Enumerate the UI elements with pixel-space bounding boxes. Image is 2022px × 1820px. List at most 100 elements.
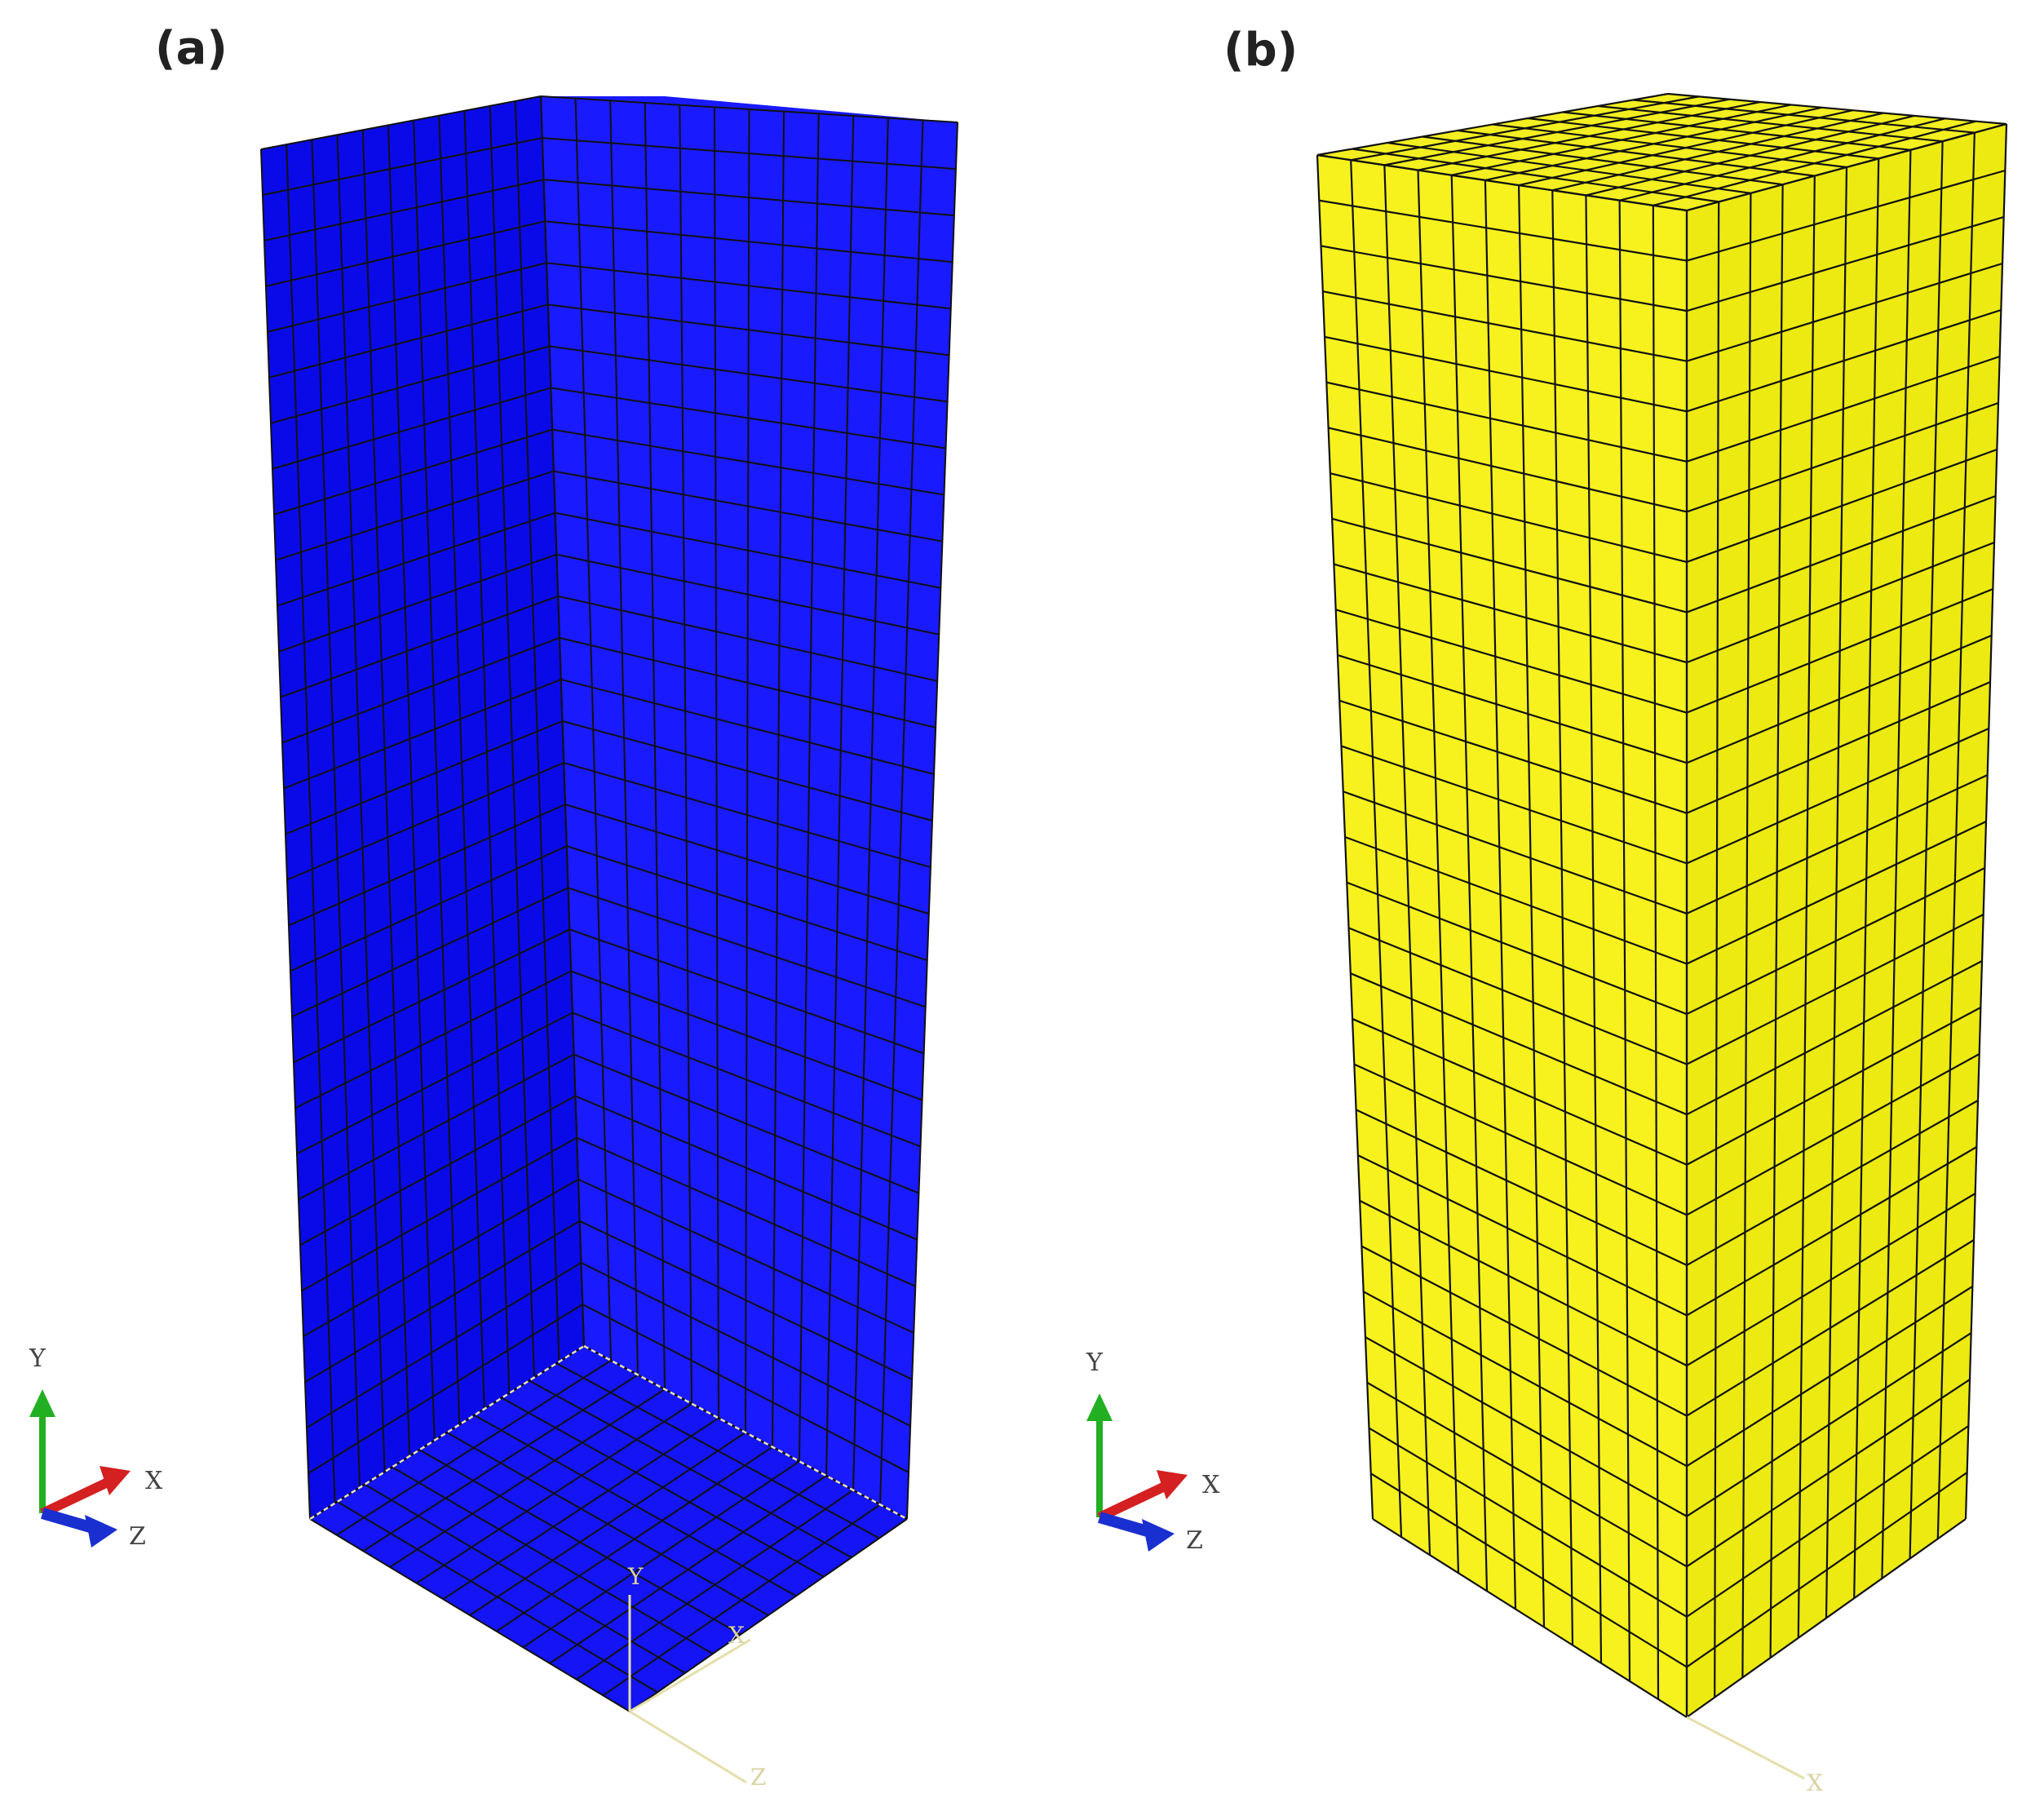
mesh-grid-line xyxy=(1322,290,1688,362)
mesh-grid-line xyxy=(543,179,954,217)
mesh-grid-line xyxy=(290,845,568,972)
triad-a-z-shaft xyxy=(41,1508,95,1534)
mesh-grid-line xyxy=(566,845,928,962)
mesh-grid-line xyxy=(557,595,938,682)
mesh-grid-line xyxy=(572,1012,921,1148)
mesh-grid-line xyxy=(1686,1193,1976,1366)
mesh-grid-line xyxy=(418,1449,741,1636)
triad-b-x-shaft xyxy=(1097,1481,1167,1522)
mesh-grid-line xyxy=(1384,98,1730,166)
mesh-grid-line xyxy=(283,679,562,790)
triad-a-x-shaft xyxy=(40,1477,110,1518)
mesh-grid-line xyxy=(582,1304,909,1473)
mesh-grid-line xyxy=(1686,867,1985,1016)
mesh-grid-line xyxy=(1353,1063,1688,1216)
mesh-grid-line xyxy=(273,428,553,516)
mesh-grid-line xyxy=(570,970,923,1101)
mesh-grid-line xyxy=(562,720,933,821)
triad-a-y-arrow-icon xyxy=(29,1389,55,1417)
mesh-grid-line xyxy=(573,1053,919,1194)
mesh-grid-line xyxy=(549,345,948,403)
mesh-grid-line xyxy=(306,1262,582,1428)
mesh-grid-line xyxy=(1686,448,1998,564)
mesh-grid-line xyxy=(560,678,935,775)
mesh-grid-line xyxy=(1365,1336,1688,1517)
mesh-grid-line xyxy=(1418,101,1761,171)
mesh-grid-line xyxy=(1334,563,1688,664)
mesh-grid-line xyxy=(1330,472,1688,564)
mesh-grid-line xyxy=(501,1397,825,1578)
panel-b-axis-triad: Y X Z xyxy=(1086,1348,1220,1555)
mesh-grid-line xyxy=(291,887,569,1018)
mesh-grid-line xyxy=(1319,199,1688,262)
mesh-grid-line xyxy=(293,928,570,1064)
mesh-grid-line xyxy=(1686,1332,1972,1517)
panel-b-mesh xyxy=(1316,92,2008,1718)
triad-b-y-arrow-icon xyxy=(1086,1393,1113,1421)
mesh-grid-line xyxy=(294,970,572,1109)
mesh-grid-line xyxy=(277,511,555,607)
mesh-grid-line xyxy=(1341,745,1688,865)
mesh-grid-line xyxy=(1686,774,1989,914)
mesh-grid-line xyxy=(553,470,943,542)
mesh-grid-line xyxy=(1370,1472,1688,1668)
mesh-grid-line xyxy=(579,1220,913,1380)
mesh-grid-line xyxy=(568,887,927,1008)
panel-a-grid-lines xyxy=(260,95,958,1712)
mesh-grid-line xyxy=(1359,1199,1688,1367)
mesh-grid-line xyxy=(1372,1518,1688,1718)
mesh-grid-line xyxy=(1686,821,1987,965)
panel-a-back-right-wall xyxy=(541,96,958,1519)
mesh-grid-line xyxy=(1686,1286,1973,1468)
panel-a-origin-axes: Y X Z xyxy=(627,1563,766,1791)
mesh-grid-line xyxy=(1331,517,1688,613)
mesh-grid-line xyxy=(1363,1291,1688,1468)
panel-a-mesh xyxy=(260,95,958,1712)
panel-a-origin-x-label: X xyxy=(728,1622,745,1649)
mesh-grid-line xyxy=(551,428,945,496)
mesh-grid-line xyxy=(1343,790,1688,914)
triad-b-z-shaft xyxy=(1098,1512,1152,1538)
mesh-grid-line xyxy=(1686,634,1993,764)
mesh-grid-line xyxy=(1352,1017,1688,1166)
mesh-grid-line xyxy=(263,179,544,241)
mesh-grid-line xyxy=(559,636,936,728)
panel-a-origin-y-label: Y xyxy=(627,1563,644,1590)
mesh-grid-line xyxy=(1335,609,1688,714)
mesh-grid-line xyxy=(1686,494,1997,613)
mesh-grid-line xyxy=(1350,95,1699,162)
mesh-grid-line xyxy=(1350,972,1688,1116)
mesh-grid-line xyxy=(1356,1109,1688,1266)
mesh-grid-line xyxy=(1422,135,1783,186)
mesh-grid-line xyxy=(1518,109,1853,187)
mesh-grid-line xyxy=(1328,427,1688,513)
mesh-grid-line xyxy=(1316,153,1688,212)
mesh-grid-line xyxy=(285,720,563,835)
mesh-grid-line xyxy=(1316,92,1669,157)
mesh-grid-line xyxy=(1368,1427,1688,1618)
mesh-grid-line xyxy=(268,303,549,379)
mesh-grid-line xyxy=(1653,120,1976,206)
mesh-grid-line xyxy=(1346,881,1688,1016)
mesh-grid-line xyxy=(1686,1007,1981,1166)
mesh-grid-line xyxy=(1686,1100,1979,1266)
triad-a-z-label: Z xyxy=(129,1522,146,1551)
mesh-grid-line xyxy=(577,1178,914,1334)
mesh-grid-line xyxy=(1352,148,1719,203)
mesh-grid-line xyxy=(1686,1239,1975,1417)
mesh-grid-line xyxy=(1686,355,2001,463)
panel-a-origin-z-label: Z xyxy=(750,1764,766,1791)
mesh-grid-line xyxy=(288,804,566,927)
mesh-grid-line xyxy=(1686,1472,1968,1668)
mesh-grid-line xyxy=(1686,727,1989,865)
mesh-grid-line xyxy=(1344,835,1688,965)
mesh-grid-line xyxy=(1357,1154,1688,1317)
mesh-grid-line xyxy=(1686,1518,1967,1718)
mesh-grid-line xyxy=(1527,117,1879,160)
mesh-grid-line xyxy=(1337,654,1688,764)
mesh-grid-line xyxy=(1326,381,1688,463)
mesh-grid-line xyxy=(262,137,542,196)
panel-a-origin-z-axis xyxy=(629,1710,747,1784)
mesh-grid-line xyxy=(278,553,557,653)
